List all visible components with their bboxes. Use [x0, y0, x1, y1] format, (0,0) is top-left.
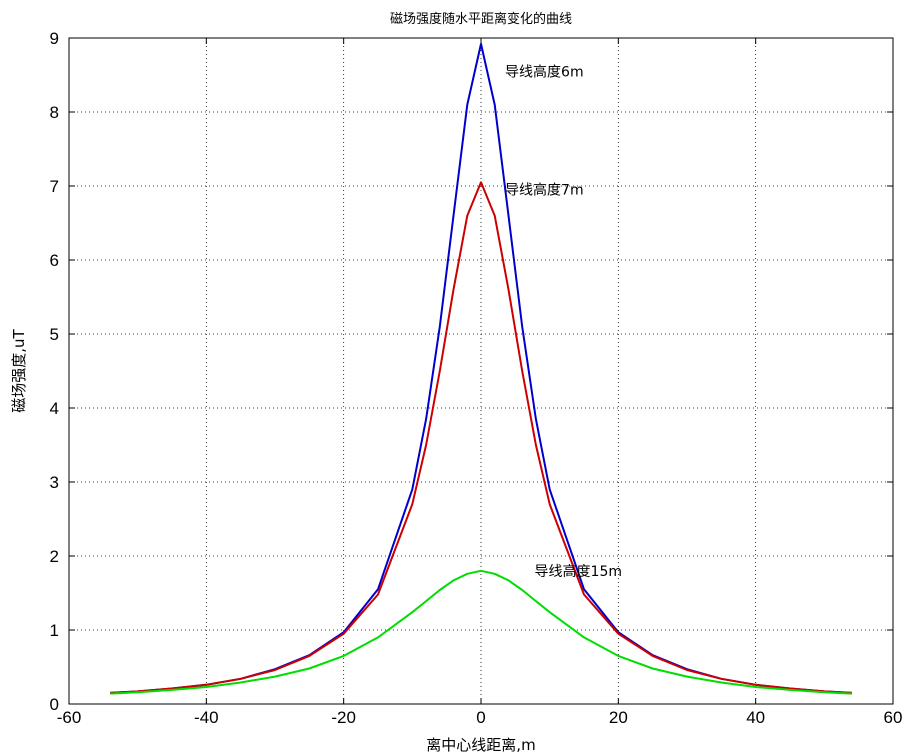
curve-label: 导线高度7m — [505, 182, 584, 199]
x-tick-label: 60 — [884, 708, 903, 727]
series-lines — [110, 42, 852, 695]
x-tick-label: -20 — [331, 708, 356, 727]
x-tick-label: 0 — [476, 708, 485, 727]
curve-label: 导线高度6m — [505, 63, 584, 80]
series-line-2 — [110, 181, 852, 694]
y-tick-label: 5 — [50, 325, 59, 344]
y-tick-label: 3 — [50, 473, 59, 492]
y-tick-label: 4 — [50, 399, 59, 418]
y-tick-label: 0 — [50, 695, 59, 714]
x-tick-label: 40 — [746, 708, 765, 727]
x-tick-label: 20 — [609, 708, 628, 727]
y-tick-label: 9 — [50, 29, 59, 48]
y-tick-label: 2 — [50, 547, 59, 566]
y-axis-label: 磁场强度,uT — [10, 328, 28, 412]
chart-title: 磁场强度随水平距离变化的曲线 — [390, 11, 572, 27]
x-tick-label: -60 — [57, 708, 82, 727]
axis-ticks: -60 -40 -20 0 20 40 60 0 1 2 3 4 5 6 7 8 9 — [50, 29, 903, 727]
grid-lines — [69, 38, 893, 704]
y-tick-label: 7 — [50, 177, 59, 196]
x-axis-label: 离中心线距离,m — [426, 736, 535, 754]
curve-annotations: 导线高度6m 导线高度7m 导线高度15m — [505, 63, 622, 580]
y-tick-label: 1 — [50, 621, 59, 640]
x-tick-label: -40 — [194, 708, 219, 727]
y-tick-label: 6 — [50, 251, 59, 270]
y-tick-label: 8 — [50, 103, 59, 122]
curve-label: 导线高度15m — [535, 563, 622, 580]
series-line-3 — [110, 569, 852, 695]
